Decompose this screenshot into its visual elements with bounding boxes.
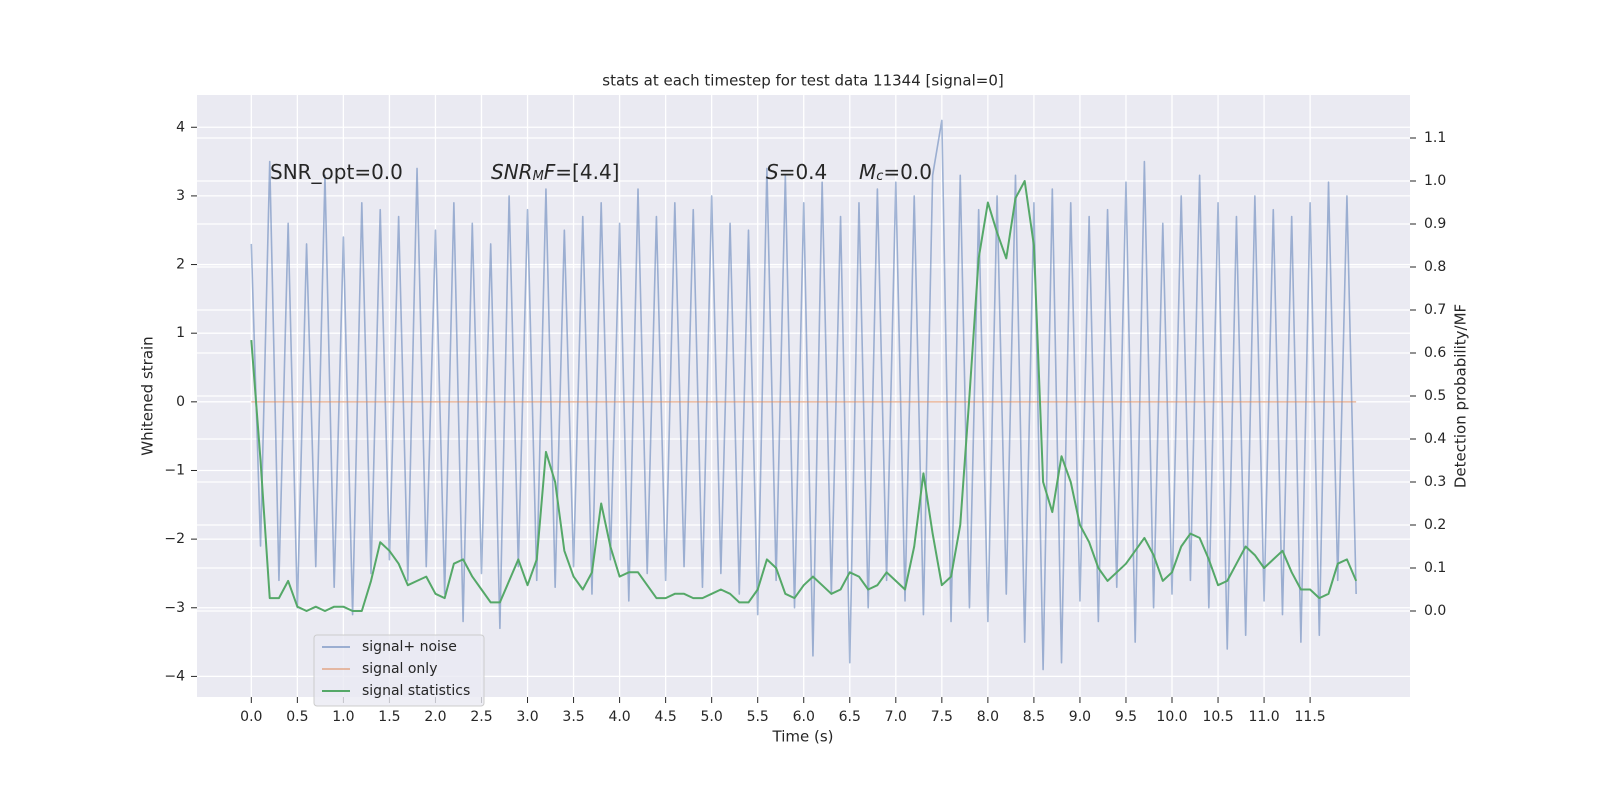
- y-tick-label: −1: [164, 462, 185, 478]
- legend: signal+ noise signal only signal statistic…: [313, 634, 485, 707]
- annotation-part: c: [876, 169, 883, 184]
- y-tick-label: −4: [164, 668, 185, 684]
- annotation-part: =0.0: [883, 160, 932, 184]
- x-tick-label: 0.5: [286, 709, 308, 725]
- annotation-part: SNR_opt=0.0: [270, 160, 403, 184]
- x-tick-label: 0.0: [240, 709, 262, 725]
- annotation-part: F: [544, 160, 556, 184]
- legend-box: [313, 634, 485, 707]
- y-tick-label: 3: [176, 188, 185, 204]
- x-tick-label: 8.0: [977, 709, 999, 725]
- y2-tick-label: 0.5: [1424, 388, 1446, 404]
- x-tick-label: 10.0: [1156, 709, 1187, 725]
- x-tick-label: 6.0: [793, 709, 815, 725]
- annotation: Mc=0.0: [859, 160, 932, 185]
- y2-tick-label: 0.6: [1424, 345, 1446, 361]
- y-tick-label: 4: [176, 119, 185, 135]
- y2-tick-label: 0.9: [1424, 216, 1446, 232]
- annotation-part: M: [533, 169, 544, 184]
- annotation-part: SNR: [491, 160, 533, 184]
- y2-tick-label: 0.2: [1424, 517, 1446, 533]
- annotation-part: =0.4: [779, 160, 828, 184]
- x-tick-label: 7.5: [931, 709, 953, 725]
- annotation-part: =[4.4]: [555, 160, 619, 184]
- x-tick-label: 2.5: [470, 709, 492, 725]
- y2-tick-label: 0.7: [1424, 302, 1446, 318]
- y2-tick-label: 0.0: [1424, 603, 1446, 619]
- legend-label: signal only: [362, 661, 437, 677]
- legend-label: signal statistics: [362, 683, 470, 699]
- x-tick-label: 5.5: [747, 709, 769, 725]
- y2-tick-label: 0.4: [1424, 431, 1446, 447]
- x-tick-label: 3.0: [516, 709, 538, 725]
- x-axis-label: Time (s): [772, 728, 834, 746]
- y-tick-label: 1: [176, 325, 185, 341]
- x-tick-label: 9.5: [1115, 709, 1137, 725]
- x-tick-label: 8.5: [1023, 709, 1045, 725]
- series-line: [250, 180, 1358, 612]
- y2-tick-label: 1.1: [1424, 130, 1446, 146]
- x-tick-label: 7.0: [885, 709, 907, 725]
- x-tick-label: 1.0: [332, 709, 354, 725]
- x-tick-label: 4.5: [654, 709, 676, 725]
- x-tick-label: 1.5: [378, 709, 400, 725]
- series-line: [250, 119, 1357, 671]
- x-tick-label: 6.5: [839, 709, 861, 725]
- y-tick-label: 2: [176, 257, 185, 273]
- legend-label: signal+ noise: [362, 639, 457, 655]
- annotation-part: M: [859, 160, 876, 184]
- y2-tick-label: 0.1: [1424, 560, 1446, 576]
- y2-axis-label: Detection probability/MF: [1452, 304, 1470, 488]
- annotation: S=0.4: [766, 160, 827, 184]
- chart-title: stats at each timestep for test data 113…: [602, 72, 1003, 90]
- y-tick-label: −3: [164, 600, 185, 616]
- x-tick-label: 11.0: [1248, 709, 1279, 725]
- x-tick-label: 11.5: [1295, 709, 1326, 725]
- y-axis-label: Whitened strain: [139, 336, 157, 455]
- annotation: SNR_opt=0.0: [270, 160, 403, 184]
- y-tick-label: 0: [176, 394, 185, 410]
- x-tick-label: 5.0: [701, 709, 723, 725]
- x-tick-label: 4.0: [608, 709, 630, 725]
- x-tick-label: 9.0: [1069, 709, 1091, 725]
- y2-tick-label: 1.0: [1424, 173, 1446, 189]
- annotation-part: S: [766, 160, 779, 184]
- x-tick-label: 10.5: [1202, 709, 1233, 725]
- y2-tick-label: 0.8: [1424, 259, 1446, 275]
- y2-tick-label: 0.3: [1424, 474, 1446, 490]
- annotation: SNRMF=[4.4]: [491, 160, 619, 185]
- x-tick-label: 2.0: [424, 709, 446, 725]
- y-tick-label: −2: [164, 531, 185, 547]
- x-tick-label: 3.5: [562, 709, 584, 725]
